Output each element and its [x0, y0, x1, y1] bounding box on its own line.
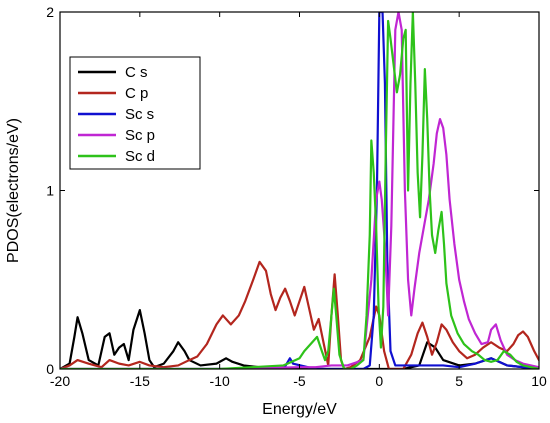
x-tick-label: -5 — [293, 373, 306, 389]
x-tick-label: 10 — [531, 373, 547, 389]
legend-label: C s — [125, 64, 148, 81]
legend-label: Sc d — [125, 148, 155, 165]
x-tick-label: 5 — [455, 373, 463, 389]
x-tick-label: -20 — [50, 373, 70, 389]
y-tick-label: 0 — [46, 361, 54, 377]
y-tick-label: 2 — [46, 4, 54, 20]
series-layer — [60, 12, 539, 369]
legend-label: Sc p — [125, 127, 155, 144]
legend-label: C p — [125, 85, 148, 102]
legend-label: Sc s — [125, 106, 154, 123]
x-tick-label: -15 — [130, 373, 150, 389]
series-line-c-s — [60, 309, 539, 369]
series-line-sc-d — [60, 12, 539, 369]
x-axis-title: Energy/eV — [262, 401, 337, 418]
ticks-layer: -20 -15 -10 -5 0 5 10 0 1 2 — [46, 4, 547, 389]
series-line-sc-p — [60, 12, 539, 369]
x-tick-label: 0 — [375, 373, 383, 389]
y-tick-label: 1 — [46, 183, 54, 199]
y-axis-title: PDOS(electrons/eV) — [5, 118, 22, 263]
x-tick-label: -10 — [210, 373, 230, 389]
legend: C s C p Sc s Sc p Sc d — [69, 56, 201, 170]
